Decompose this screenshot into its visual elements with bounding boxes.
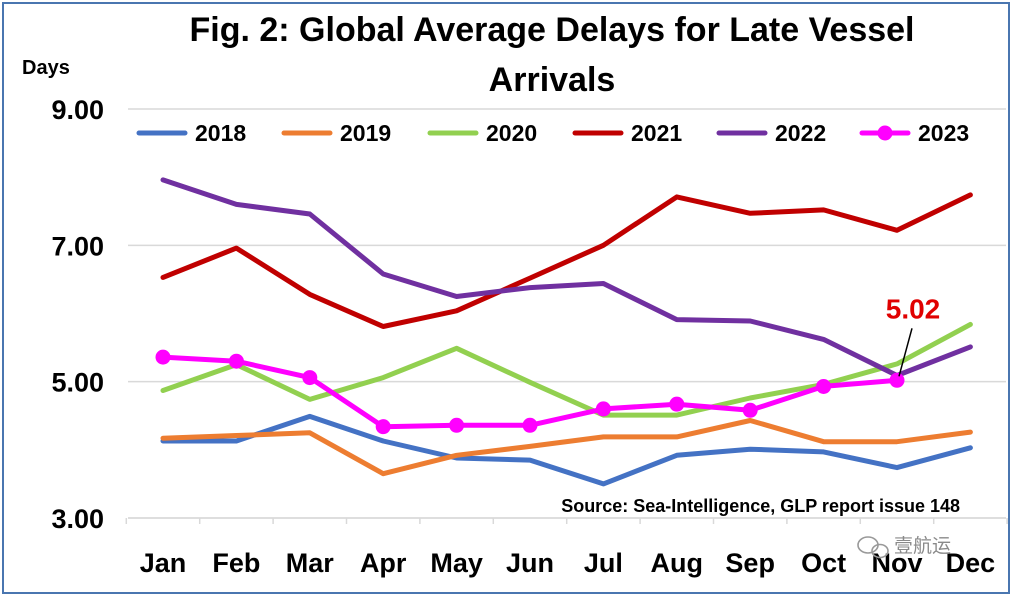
legend-marker-2023: [877, 125, 893, 141]
watermark-text: 壹航运: [894, 535, 951, 557]
series-line-2018: [160, 413, 973, 487]
legend-item-2018: 2018: [136, 120, 246, 146]
x-tick-label-dec: Dec: [946, 548, 996, 578]
y-tick-label: 5.00: [51, 368, 104, 398]
legend-item-2020: 2020: [427, 120, 537, 146]
point-2023-apr: [375, 419, 391, 435]
series-line-2022: [160, 177, 973, 378]
legend-label-2023: 2023: [918, 120, 969, 146]
point-2023-jan: [155, 349, 171, 365]
x-tick-label-jan: Jan: [140, 548, 187, 578]
legend-label-2020: 2020: [486, 120, 537, 146]
legend-item-2019: 2019: [281, 120, 391, 146]
x-tick-label-feb: Feb: [212, 548, 260, 578]
point-2023-sep: [742, 402, 758, 418]
legend-label-2022: 2022: [775, 120, 826, 146]
x-tick-label-apr: Apr: [360, 548, 407, 578]
axis-ticks: 3.00 5.00 7.00 9.00 Jan Feb Mar Apr May Jun Jul Aug…: [51, 95, 995, 578]
legend-label-2019: 2019: [340, 120, 391, 146]
x-tick-label-aug: Aug: [651, 548, 703, 578]
legend: 2018 2019 2020 2021 2022 2023: [136, 120, 969, 146]
series-line-2019: [160, 418, 973, 477]
point-2023-aug: [669, 396, 685, 412]
legend-item-2022: 2022: [716, 120, 826, 146]
y-tick-label: 3.00: [51, 504, 104, 534]
chart-title-line-2: Arrivals: [489, 61, 616, 99]
point-2023-jun: [522, 417, 538, 433]
y-tick-label: 9.00: [51, 95, 104, 125]
legend-label-2021: 2021: [631, 120, 682, 146]
source-note: Source: Sea-Intelligence, GLP report iss…: [561, 496, 960, 516]
y-axis-label: Days: [22, 57, 70, 79]
annotation-label: 5.02: [886, 293, 941, 324]
series-line-2021: [160, 192, 973, 329]
x-tick-label-sep: Sep: [725, 548, 775, 578]
point-2023-may: [449, 417, 465, 433]
x-tick-label-may: May: [430, 548, 483, 578]
watermark: 壹航运: [857, 535, 951, 559]
point-2023-nov: [889, 372, 905, 388]
x-tick-label-oct: Oct: [801, 548, 846, 578]
chart-title-line-1: Fig. 2: Global Average Delays for Late V…: [190, 11, 915, 49]
legend-label-2018: 2018: [195, 120, 246, 146]
point-2023-feb: [228, 353, 244, 369]
x-tick-label-jul: Jul: [584, 548, 623, 578]
legend-item-2021: 2021: [572, 120, 682, 146]
legend-item-2023: 2023: [859, 120, 969, 146]
x-tick-label-nov: Nov: [871, 548, 922, 578]
point-2023-jul: [595, 401, 611, 417]
series-lines: 5.02: [155, 177, 973, 487]
y-tick-label: 7.00: [51, 231, 104, 261]
wechat-logo-icon: [857, 536, 889, 559]
x-tick-label-mar: Mar: [286, 548, 335, 578]
x-tick-label-jun: Jun: [506, 548, 554, 578]
point-2023-oct: [816, 378, 832, 394]
annotation-leader-line: [898, 328, 913, 377]
series-line-2020: [160, 321, 973, 418]
point-2023-mar: [302, 370, 318, 386]
